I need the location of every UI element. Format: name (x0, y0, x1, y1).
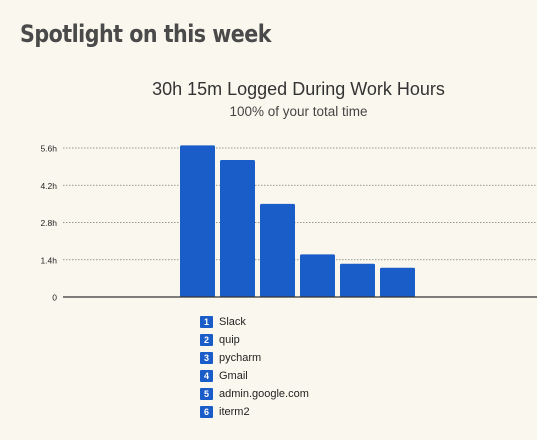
legend-label: Slack (219, 316, 246, 328)
legend-item: 6 iterm2 (200, 403, 309, 421)
y-tick-label: 5.6h (40, 144, 57, 154)
legend-label: Gmail (219, 370, 248, 382)
legend-index: 5 (200, 388, 213, 400)
legend-item: 3 pycharm (200, 349, 309, 367)
legend-label: iterm2 (219, 406, 250, 418)
bar (260, 203, 295, 297)
legend-item: 5 admin.google.com (200, 385, 309, 403)
y-tick-label: 0 (52, 293, 57, 303)
legend-item: 2 quip (200, 331, 309, 349)
legend-item: 4 Gmail (200, 367, 309, 385)
chart-legend: 1 Slack 2 quip 3 pycharm 4 Gmail 5 admin.goog… (200, 313, 309, 421)
bar (340, 263, 375, 297)
bar (220, 159, 255, 297)
y-tick-label: 2.8h (40, 218, 57, 228)
legend-index: 1 (200, 316, 213, 328)
chart-title: 30h 15m Logged During Work Hours (152, 79, 445, 99)
section-heading: Spotlight on this week (20, 20, 271, 48)
legend-item: 1 Slack (200, 313, 309, 331)
bar (180, 145, 215, 297)
bar (380, 267, 415, 297)
y-tick-label: 1.4h (40, 255, 57, 265)
chart-subtitle: 100% of your total time (229, 104, 368, 119)
y-tick-label: 4.2h (40, 181, 57, 191)
legend-index: 2 (200, 334, 213, 346)
legend-label: admin.google.com (219, 388, 309, 400)
legend-index: 6 (200, 406, 213, 418)
bar (300, 254, 335, 297)
legend-label: pycharm (219, 352, 262, 364)
legend-index: 3 (200, 352, 213, 364)
legend-index: 4 (200, 370, 213, 382)
legend-label: quip (219, 334, 240, 346)
